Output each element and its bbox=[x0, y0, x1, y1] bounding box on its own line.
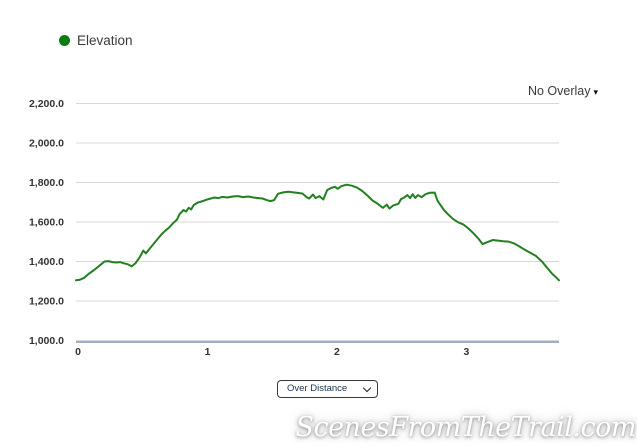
legend-label: Elevation bbox=[77, 33, 133, 48]
mode-select-value: Over Distance bbox=[287, 383, 348, 394]
y-tick-label: 1,800.0 bbox=[29, 177, 64, 189]
y-tick-label: 1,000.0 bbox=[29, 335, 64, 347]
watermark: ScenesFromTheTrail.com bbox=[295, 412, 636, 443]
y-tick-label: 2,200.0 bbox=[29, 98, 64, 110]
x-tick-label: 2 bbox=[334, 346, 340, 358]
elevation-series-dot-icon bbox=[59, 35, 70, 46]
x-tick-label: 1 bbox=[205, 346, 211, 358]
chevron-down-icon bbox=[362, 383, 372, 392]
elevation-chart-area[interactable]: 2,200.0 2,000.0 1,800.0 1,600.0 1,400.0 1,200… bbox=[0, 0, 637, 375]
overlay-dropdown-label: No Overlay bbox=[527, 84, 591, 98]
overlay-dropdown[interactable]: No Overlay ▾ bbox=[528, 84, 598, 98]
x-tick-label: 0 bbox=[75, 346, 81, 358]
elevation-line bbox=[75, 183, 560, 282]
x-tick-label: 3 bbox=[464, 346, 470, 358]
y-tick-label: 1,200.0 bbox=[29, 296, 64, 308]
mode-select[interactable]: Over Distance bbox=[277, 380, 378, 398]
y-tick-label: 1,400.0 bbox=[29, 256, 64, 268]
caret-down-icon: ▾ bbox=[593, 87, 598, 97]
legend-item-elevation[interactable]: Elevation bbox=[59, 33, 133, 48]
y-tick-label: 1,600.0 bbox=[29, 217, 64, 229]
y-tick-label: 2,000.0 bbox=[29, 138, 64, 150]
